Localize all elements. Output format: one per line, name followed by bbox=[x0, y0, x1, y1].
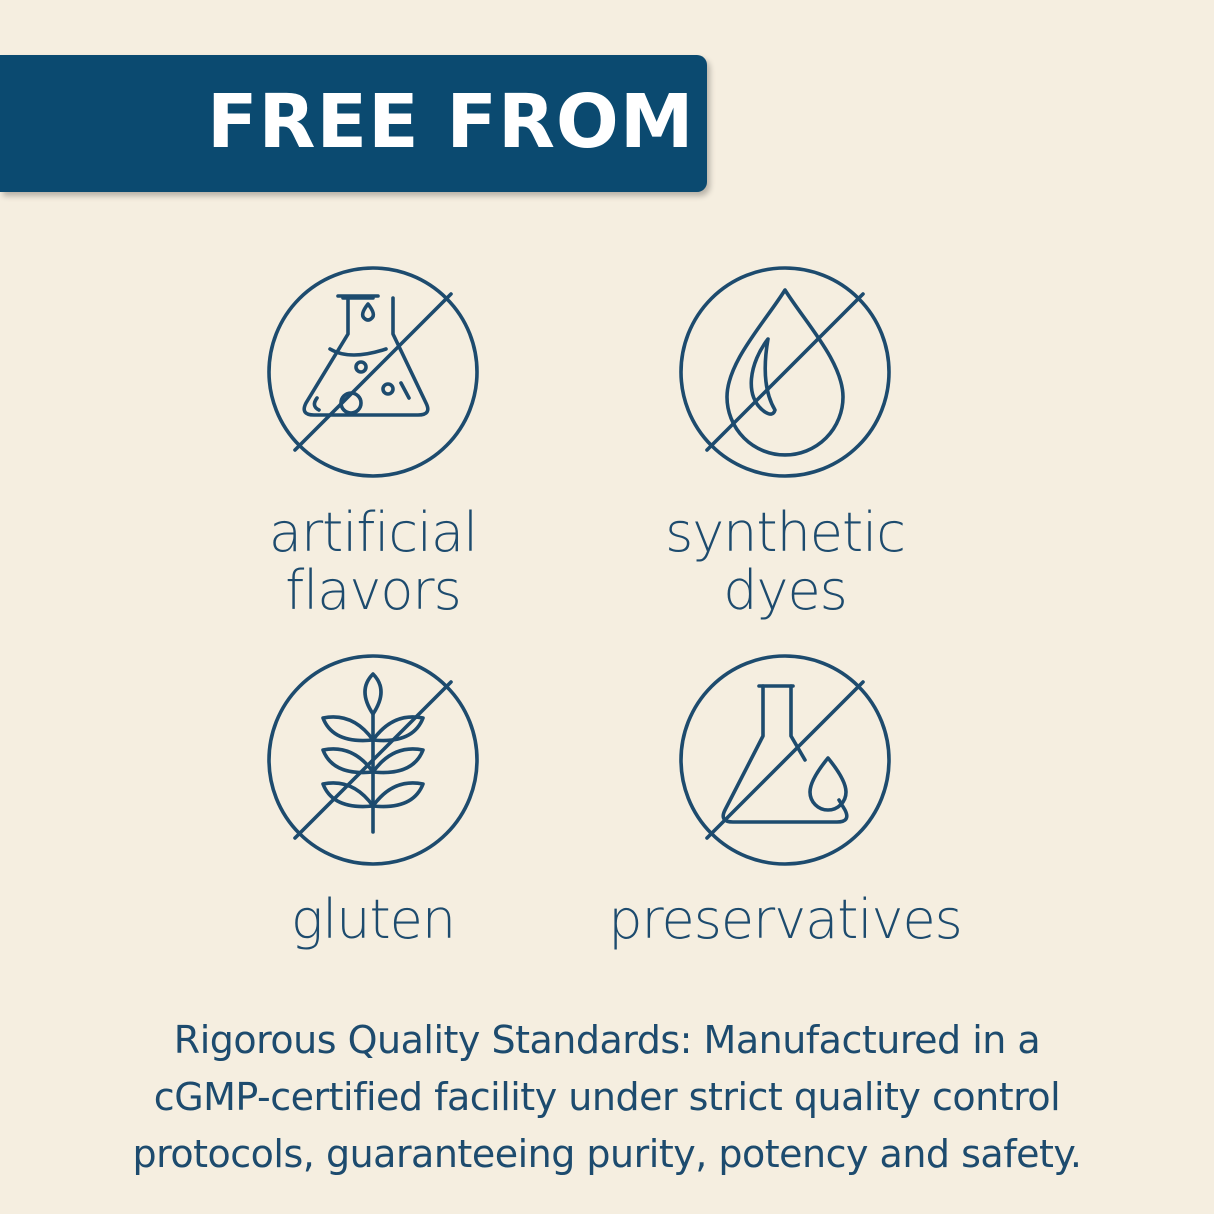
label-line: preservatives bbox=[608, 888, 963, 951]
banner-title: FREE FROM bbox=[207, 79, 695, 165]
no-flask-bubbles-icon bbox=[263, 262, 483, 482]
label-line: gluten bbox=[290, 888, 456, 951]
quality-standards-description: Rigorous Quality Standards: Manufactured… bbox=[60, 1012, 1154, 1183]
label-line: dyes bbox=[723, 559, 848, 622]
label-line: artificial bbox=[268, 501, 478, 564]
description-line: Rigorous Quality Standards: Manufactured… bbox=[173, 1018, 1041, 1062]
label-line: flavors bbox=[285, 559, 461, 622]
no-wheat-icon bbox=[263, 650, 483, 870]
label-synthetic-dyes: synthetic dyes bbox=[585, 504, 985, 620]
label-line: synthetic bbox=[665, 501, 906, 564]
label-preservatives: preservatives bbox=[585, 891, 985, 949]
description-line: protocols, guaranteeing purity, potency … bbox=[132, 1132, 1082, 1176]
no-flask-drop-icon bbox=[675, 650, 895, 870]
no-drop-icon bbox=[675, 262, 895, 482]
free-from-banner: FREE FROM bbox=[0, 55, 707, 192]
label-gluten: gluten bbox=[173, 891, 573, 949]
description-line: cGMP-certified facility under strict qua… bbox=[153, 1075, 1061, 1119]
label-artificial-flavors: artificial flavors bbox=[173, 504, 573, 620]
